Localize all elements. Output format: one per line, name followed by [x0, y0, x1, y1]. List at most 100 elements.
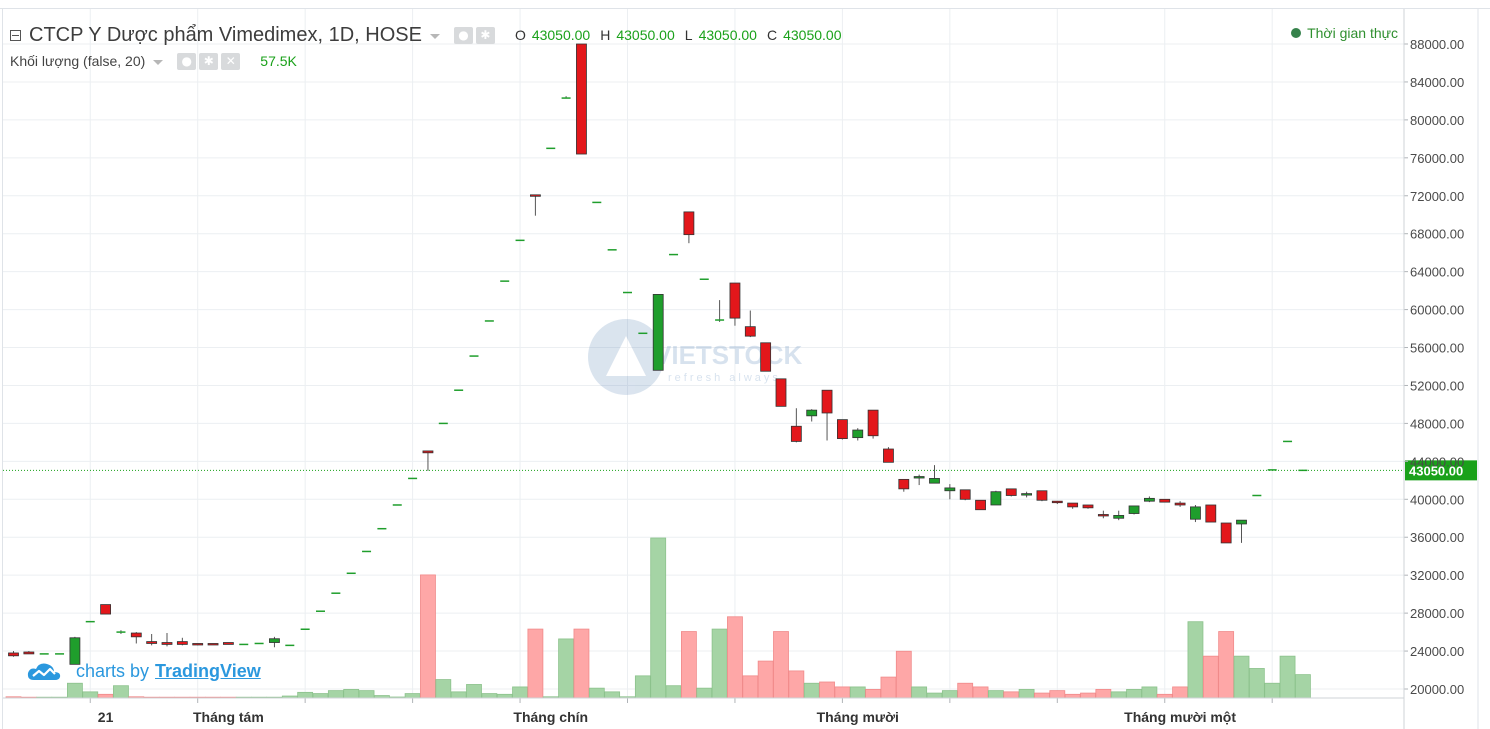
- x-tick-label: 21: [98, 709, 114, 725]
- volume-bar: [82, 691, 99, 699]
- series-title: CTCP Y Dược phẩm Vimedimex, 1D, HOSE: [29, 23, 422, 46]
- candle-body: [207, 643, 219, 646]
- volume-bar: [1049, 690, 1066, 699]
- y-tick-label: 84000.00: [1410, 75, 1464, 90]
- vietstock-watermark: VIETSTOCK refresh always: [588, 319, 803, 395]
- volume-bar: [67, 682, 83, 699]
- volume-bar: [988, 690, 1004, 699]
- close-icon[interactable]: ✕: [221, 52, 241, 70]
- series-legend: CTCP Y Dược phẩm Vimedimex, 1D, HOSE ● ✱…: [10, 22, 842, 48]
- series-menu-caret-icon[interactable]: [429, 33, 440, 39]
- candle-body: [1128, 505, 1140, 514]
- candle-body: [8, 652, 19, 657]
- volume-bar: [1034, 692, 1050, 699]
- candle-body: [1205, 504, 1217, 523]
- volume-bar: [696, 687, 713, 699]
- candle-body: [130, 632, 142, 638]
- volume-bar: [420, 574, 436, 699]
- axes: 20000.00 24000.00 28000.00 32000.00 36000.00…: [3, 9, 1479, 729]
- volume-bar: [1233, 655, 1250, 699]
- volume-bar: [1202, 655, 1219, 699]
- candle-body: [821, 389, 833, 414]
- candle-body: [775, 378, 787, 407]
- volume-bar: [450, 691, 467, 699]
- candle-body: [1113, 515, 1125, 519]
- tradingview-attribution: charts by TradingView: [26, 660, 261, 682]
- candle-body: [652, 294, 664, 371]
- y-tick-label: 64000.00: [1410, 265, 1464, 280]
- eye-icon[interactable]: ●: [453, 26, 473, 44]
- volume-bar: [1187, 621, 1204, 699]
- volume-bar: [880, 676, 897, 699]
- x-tick-label: Tháng mười: [817, 709, 899, 725]
- volume-bar: [957, 682, 974, 699]
- candle-body: [990, 491, 1002, 506]
- candle-body: [269, 638, 280, 643]
- volume-bar: [1003, 691, 1020, 699]
- candle-body: [192, 643, 204, 646]
- candle-body: [975, 499, 986, 511]
- candle-body: [744, 326, 756, 337]
- candle-body: [729, 282, 741, 319]
- candle-body: [530, 194, 541, 197]
- candle-body: [867, 409, 879, 437]
- volume-bar: [297, 691, 314, 699]
- candle-body: [176, 641, 188, 645]
- candle-body: [683, 211, 695, 236]
- volume-bar: [113, 685, 129, 699]
- last-price-badge: [1405, 460, 1477, 481]
- open-value: 43050.00: [531, 27, 591, 43]
- volume-bar: [711, 628, 728, 699]
- candle-body: [806, 409, 818, 417]
- candle-body: [1174, 502, 1186, 506]
- volume-bar: [911, 686, 928, 699]
- volume-bar: [1295, 674, 1311, 699]
- gear-icon[interactable]: ✱: [475, 26, 495, 44]
- candle-body: [222, 642, 234, 645]
- volume-bar: [803, 682, 820, 699]
- volume-bar: [941, 690, 958, 699]
- y-tick-label: 52000.00: [1410, 378, 1464, 393]
- volume-bar: [1264, 682, 1281, 699]
- candle-body: [1067, 502, 1079, 508]
- candle-body: [944, 487, 956, 492]
- candle-body: [1190, 506, 1201, 520]
- status-dot-icon: [1291, 28, 1302, 38]
- left-border: [2, 8, 3, 729]
- volume-bar: [895, 650, 912, 699]
- volume-menu-caret-icon[interactable]: [153, 59, 164, 65]
- y-tick-label: 28000.00: [1410, 606, 1464, 621]
- volume-bar: [1110, 691, 1127, 699]
- volume-bar: [466, 684, 482, 699]
- volume-bar: [650, 537, 667, 699]
- candle-body: [69, 637, 81, 665]
- y-tick-label: 20000.00: [1410, 682, 1464, 697]
- candle-body: [898, 478, 910, 490]
- close-value: 43050.00: [783, 27, 842, 43]
- candle-body: [852, 429, 864, 439]
- y-tick-label: 56000.00: [1410, 341, 1464, 356]
- volume-bar: [312, 693, 329, 699]
- volume-bar: [926, 692, 943, 699]
- volume-bar: [1141, 686, 1158, 699]
- volume-bar: [496, 693, 513, 699]
- volume-bar: [343, 688, 360, 699]
- volume-study-label: Khối lượng (false, 20): [10, 53, 146, 69]
- candle-body: [837, 419, 848, 439]
- eye-icon[interactable]: ●: [177, 52, 197, 70]
- volume-bar: [558, 638, 574, 699]
- y-tick-label: 40000.00: [1410, 492, 1464, 507]
- y-tick-label: 88000.00: [1410, 37, 1464, 52]
- tradingview-link[interactable]: TradingView: [155, 660, 261, 681]
- collapse-legend-button[interactable]: [10, 29, 21, 41]
- volume-bar: [972, 686, 989, 699]
- volume-bar: [1126, 688, 1142, 699]
- y-tick-label: 44000.00: [1410, 454, 1464, 469]
- volume-bar: [727, 616, 743, 699]
- gear-icon[interactable]: ✱: [199, 52, 219, 70]
- volume-bars: [5, 537, 1311, 699]
- watermark-tagline: refresh always: [668, 372, 781, 384]
- volume-bar: [327, 690, 344, 699]
- realtime-label: Thời gian thực: [1307, 25, 1398, 41]
